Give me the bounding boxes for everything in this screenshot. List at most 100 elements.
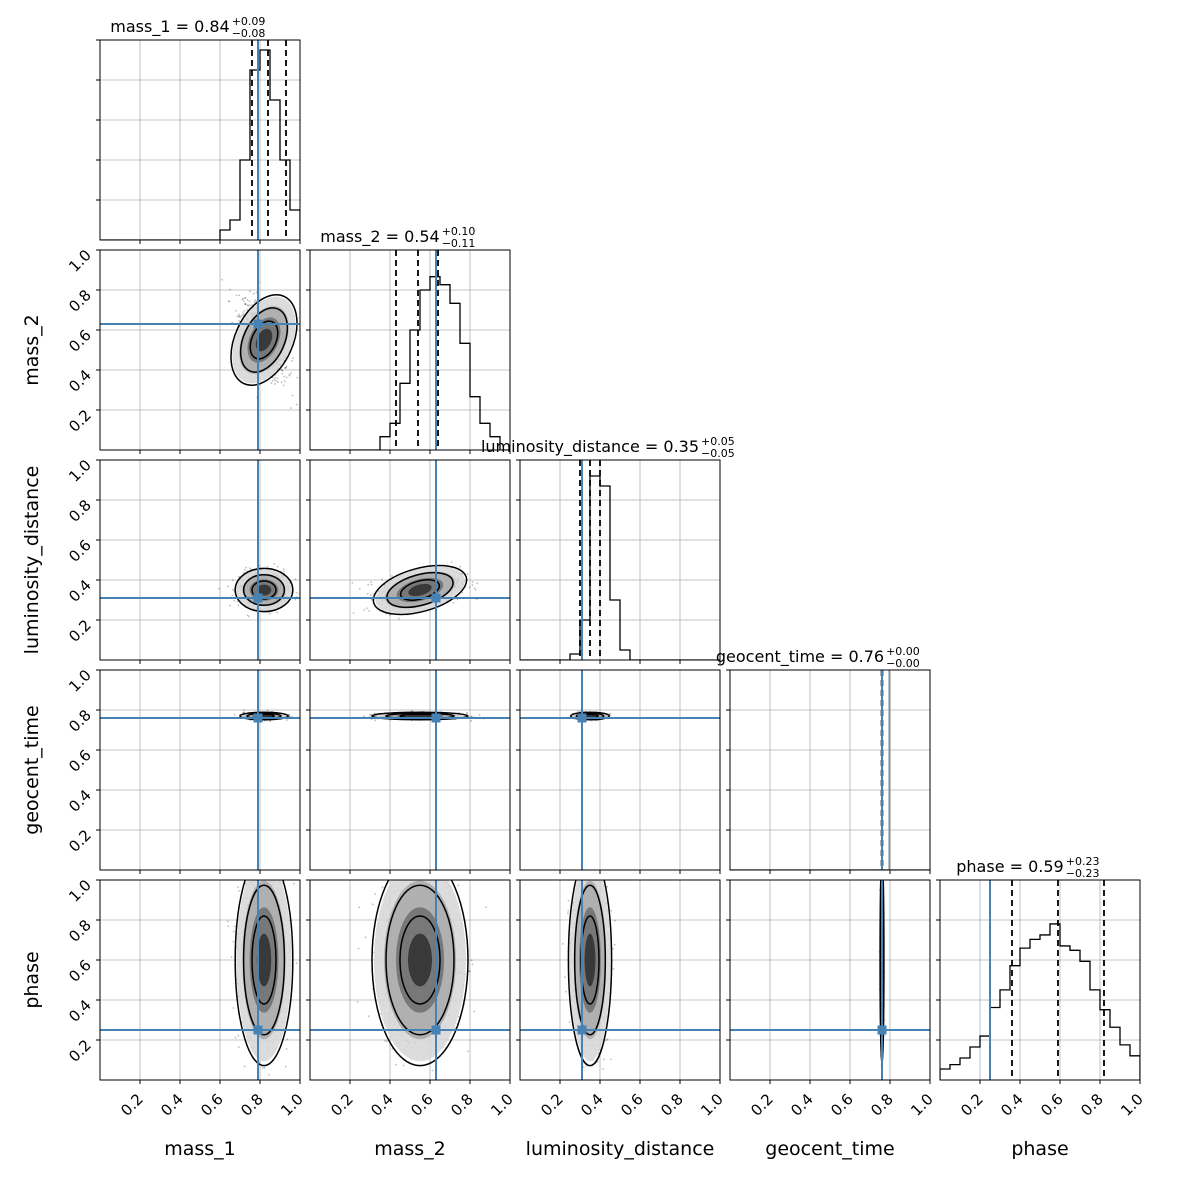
sample-point <box>296 591 298 594</box>
sample-point <box>243 709 246 712</box>
sample-point <box>238 865 240 867</box>
contour-line <box>372 564 468 616</box>
panel-content <box>310 670 510 870</box>
sample-point <box>242 312 245 315</box>
truth-marker <box>253 713 263 723</box>
sample-point <box>285 1048 288 1050</box>
sample-point <box>285 365 288 368</box>
sample-point <box>228 288 231 291</box>
sample-point <box>244 303 247 305</box>
panel-frame <box>309 249 511 451</box>
panel-content <box>520 460 720 660</box>
sample-point <box>381 578 383 581</box>
sample-point <box>229 604 231 607</box>
panel-content <box>100 250 303 450</box>
sample-point <box>267 1074 270 1076</box>
sample-point <box>246 299 249 301</box>
panel-content <box>310 250 510 450</box>
sample-point <box>288 713 290 716</box>
sample-point <box>236 315 239 318</box>
truth-marker <box>431 593 441 603</box>
sample-point <box>266 709 269 712</box>
sample-point <box>473 587 476 590</box>
panel-frame <box>99 249 301 451</box>
panel-mass_1-geocent_time <box>96 669 301 874</box>
sample-point <box>577 710 579 713</box>
sample-point <box>255 291 258 294</box>
sample-point <box>410 709 413 712</box>
sample-point <box>250 835 252 837</box>
sample-point <box>264 1108 266 1110</box>
sample-point <box>249 290 251 292</box>
sample-point <box>245 566 248 569</box>
sample-point <box>466 573 469 575</box>
panel-geocent_time-geocent_time <box>726 669 931 874</box>
sample-point <box>470 715 473 718</box>
sample-point <box>283 570 285 573</box>
sample-point <box>244 296 246 299</box>
sample-point <box>288 373 291 376</box>
truth-marker <box>577 713 587 723</box>
sample-point <box>234 1036 237 1039</box>
sample-point <box>301 364 303 366</box>
sample-point <box>248 300 251 303</box>
sample-point <box>235 309 238 312</box>
sample-point <box>227 920 229 923</box>
sample-point <box>292 357 294 360</box>
sample-point <box>218 587 220 590</box>
sample-point <box>280 368 283 371</box>
panel-content <box>100 835 300 1110</box>
sample-point <box>288 715 291 718</box>
histogram-luminosity_distance <box>520 475 720 660</box>
sample-point <box>253 301 256 304</box>
sample-point <box>276 611 279 614</box>
sample-point <box>352 612 355 614</box>
sample-point <box>271 379 274 382</box>
sample-point <box>366 592 369 595</box>
contour-line <box>234 567 294 613</box>
panel-luminosity_distance-luminosity_distance <box>516 459 721 664</box>
panel-frame <box>309 669 511 871</box>
sample-point <box>246 304 249 307</box>
density-level <box>585 715 595 717</box>
sample-point <box>269 612 271 615</box>
panel-mass_1-luminosity_distance <box>96 459 301 664</box>
sample-point <box>398 617 400 620</box>
panel-mass_1-mass_2 <box>96 249 303 454</box>
sample-point <box>295 403 298 406</box>
sample-point <box>292 882 295 885</box>
sample-point <box>238 575 240 578</box>
sample-point <box>231 594 234 597</box>
histogram-geocent_time <box>878 670 891 870</box>
panel-content <box>100 460 300 660</box>
sample-point <box>244 297 247 299</box>
sample-point <box>288 374 291 377</box>
sample-point <box>369 713 372 716</box>
sample-point <box>296 376 299 379</box>
sample-point <box>273 378 276 381</box>
panel-frame <box>309 459 511 661</box>
sample-point <box>262 860 264 862</box>
histogram-mass_2 <box>310 276 510 450</box>
sample-point <box>231 579 234 582</box>
sample-point <box>237 315 240 317</box>
sample-point <box>237 604 240 607</box>
contour-line <box>239 711 289 721</box>
sample-point <box>228 300 230 303</box>
contour-line <box>570 711 610 721</box>
sample-point <box>232 588 235 591</box>
panel-frame <box>519 669 721 871</box>
sample-point <box>363 715 365 718</box>
sample-point <box>246 308 249 311</box>
sample-point <box>274 376 276 379</box>
sample-point <box>252 292 255 295</box>
panel-frame <box>729 669 931 871</box>
sample-point <box>273 562 276 565</box>
panel-mass_2-mass_2 <box>306 249 511 454</box>
sample-point <box>478 714 481 716</box>
sample-point <box>269 720 271 722</box>
sample-point <box>228 300 231 303</box>
sample-point <box>242 297 244 300</box>
sample-point <box>370 581 372 584</box>
